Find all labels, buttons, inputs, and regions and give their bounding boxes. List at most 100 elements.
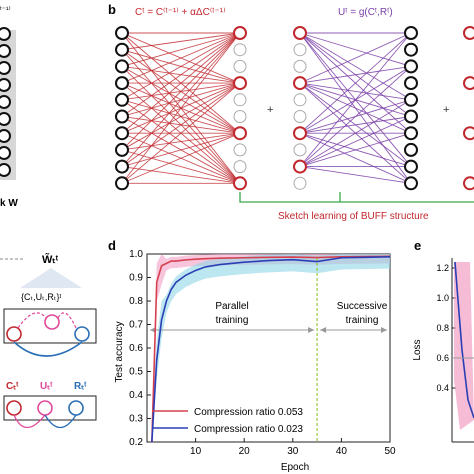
panel-b-input-node bbox=[115, 159, 129, 174]
panel-b-purple-left-node bbox=[293, 43, 307, 57]
panel-b-purple-edge bbox=[299, 32, 412, 167]
panel-c-node-blue bbox=[74, 326, 90, 342]
panel-a-node bbox=[0, 146, 11, 160]
panel-b-nodes bbox=[115, 26, 474, 191]
panel-b-purple-edges bbox=[299, 32, 412, 184]
panel-b-purple-left-node bbox=[293, 26, 307, 40]
y-tick-label: 1.0 bbox=[129, 249, 143, 260]
x-tick-label: 40 bbox=[336, 446, 348, 457]
y-tick-label: 0.6 bbox=[129, 343, 143, 354]
panel-b-red-edge bbox=[121, 82, 241, 184]
panel-b-red-edge bbox=[121, 166, 241, 184]
legend-label-0023: Compression ratio 0.023 bbox=[194, 424, 303, 435]
panel-d-annot-parallel-2: training bbox=[216, 315, 249, 326]
panel-a-top-fragment: ᵗ⁻¹⁾ bbox=[0, 5, 11, 14]
panel-b: b Cᵗ = C⁽ᵗ⁻¹⁾ + αΔC⁽ᵗ⁻¹⁾ Uᵗ = g(Cᵗ,Rᵗ) +… bbox=[108, 2, 474, 222]
panel-b-plus-1: + bbox=[267, 104, 273, 116]
panel-b-middle-node bbox=[233, 59, 247, 73]
panel-b-edge-node bbox=[463, 26, 474, 40]
panel-d-label: d bbox=[108, 238, 116, 253]
panel-b-red-edge bbox=[121, 66, 241, 184]
panel-b-purple-edge bbox=[299, 82, 412, 101]
panel-b-input-node bbox=[115, 76, 129, 91]
panel-b-purple-edge bbox=[299, 132, 412, 168]
panel-b-red-edge bbox=[121, 32, 241, 184]
panel-e: e Loss 1.2 1.0 0.8 0.6 0.4 bbox=[412, 238, 474, 443]
panel-c-bottom-curve-1 bbox=[13, 414, 46, 429]
panel-b-purple-edge bbox=[299, 32, 412, 101]
panel-b-middle-node bbox=[233, 43, 247, 57]
panel-c-set-label: {Cₜ,Uₜ,Rₜ}ᵗ bbox=[21, 292, 61, 302]
y-tick-label: 0.4 bbox=[129, 390, 143, 401]
panel-b-red-edge bbox=[121, 149, 241, 184]
panel-b-eq-left: Cᵗ = C⁽ᵗ⁻¹⁾ + αΔC⁽ᵗ⁻¹⁾ bbox=[135, 7, 226, 18]
panel-d-annot-successive-2: training bbox=[346, 315, 379, 326]
panel-b-purple-right-node bbox=[404, 159, 418, 174]
panel-b-purple-edge bbox=[299, 116, 412, 134]
panel-d: d 10 20 30 40 500.20.30.40.50.60.70.80.91.0 … bbox=[108, 238, 396, 473]
panel-d-annot-successive-1: Successive bbox=[337, 301, 388, 312]
panel-b-purple-right-node bbox=[404, 26, 418, 40]
y-tick-label: 0.8 bbox=[129, 296, 143, 307]
panel-b-middle-node bbox=[233, 93, 247, 107]
panel-b-purple-right-node bbox=[404, 76, 418, 91]
panel-c-bottom-box bbox=[3, 395, 97, 421]
panel-e-line bbox=[454, 261, 474, 419]
panel-a-node bbox=[0, 129, 11, 143]
panel-a-node bbox=[0, 95, 11, 109]
panel-d-arrowhead bbox=[381, 327, 387, 333]
panel-c-triangle bbox=[20, 268, 82, 288]
series-line-0 bbox=[151, 255, 391, 443]
panel-a-node bbox=[0, 44, 11, 58]
panel-b-bracket bbox=[239, 192, 474, 203]
panel-b-purple-edge bbox=[299, 132, 412, 184]
panel-d-ylabel: Test accuracy bbox=[114, 321, 125, 382]
panel-c-arrow-2 bbox=[57, 312, 77, 329]
panel-b-purple-edge bbox=[299, 116, 412, 168]
x-tick-label: 20 bbox=[239, 446, 251, 457]
panel-b-purple-left-node bbox=[293, 159, 307, 174]
panel-b-red-edge bbox=[121, 66, 241, 134]
panel-b-input-node bbox=[115, 109, 129, 124]
panel-a-network bbox=[0, 27, 16, 180]
panel-c-bottom-node-blue bbox=[68, 400, 84, 416]
panel-b-red-edge bbox=[121, 49, 241, 134]
panel-e-y-tick-label: 1.2 bbox=[436, 263, 449, 273]
panel-b-input-node bbox=[115, 59, 129, 74]
x-tick-label: 10 bbox=[190, 446, 202, 457]
panel-b-purple-edge bbox=[299, 82, 412, 134]
panel-e-y-tick-label: 0.6 bbox=[436, 353, 449, 363]
panel-b-middle-node bbox=[233, 126, 247, 141]
panel-b-eq-right: Uᵗ = g(Cᵗ,Rᵗ) bbox=[338, 7, 393, 18]
panel-b-purple-right-node bbox=[404, 92, 418, 107]
panel-a-node bbox=[0, 112, 11, 126]
panel-c-r-label: Rₜᵗ bbox=[74, 381, 87, 392]
panel-d-arrowhead bbox=[320, 327, 327, 333]
panel-b-purple-edge bbox=[299, 99, 412, 167]
panel-b-purple-left-node bbox=[293, 76, 307, 91]
series-line-1 bbox=[151, 256, 391, 443]
panel-c-bottom-node-pink bbox=[37, 400, 53, 416]
y-tick-label: 0.2 bbox=[129, 437, 143, 448]
panel-b-middle-node bbox=[233, 76, 247, 91]
panel-b-middle-node bbox=[233, 26, 247, 40]
panel-b-purple-right-node bbox=[404, 142, 418, 157]
panel-c-node-pink bbox=[44, 314, 60, 330]
x-tick-label: 30 bbox=[287, 446, 299, 457]
panel-c-w-label: W̃ₜᵗ bbox=[42, 253, 59, 266]
x-tick-label: 50 bbox=[384, 446, 396, 457]
panel-b-red-edge bbox=[121, 32, 241, 84]
panel-b-input-node bbox=[115, 126, 129, 141]
panel-c-u-label: Uₜᵗ bbox=[40, 381, 53, 392]
panel-c-partial: W̃ₜᵗ {Cₜ,Uₜ,Rₜ}ᵗ Cₜᵗ Uₜᵗ Rₜᵗ bbox=[0, 253, 97, 429]
panel-e-y-tick-label: 1.0 bbox=[436, 293, 449, 303]
panel-e-y-tick-label: 0.4 bbox=[436, 383, 449, 393]
panel-b-purple-right-node bbox=[404, 59, 418, 74]
y-tick-label: 0.7 bbox=[129, 320, 143, 331]
panel-b-red-edge bbox=[121, 132, 241, 184]
panel-b-middle-node bbox=[233, 176, 247, 191]
panel-e-label: e bbox=[414, 238, 421, 253]
panel-d-chart: 10 20 30 40 50 0.2 0.3 0.4 0.5 0.6 0.7 0.8 0.9 1.0 bbox=[129, 249, 396, 457]
panel-b-input-node bbox=[115, 176, 129, 191]
panel-b-purple-left-node bbox=[293, 126, 307, 141]
